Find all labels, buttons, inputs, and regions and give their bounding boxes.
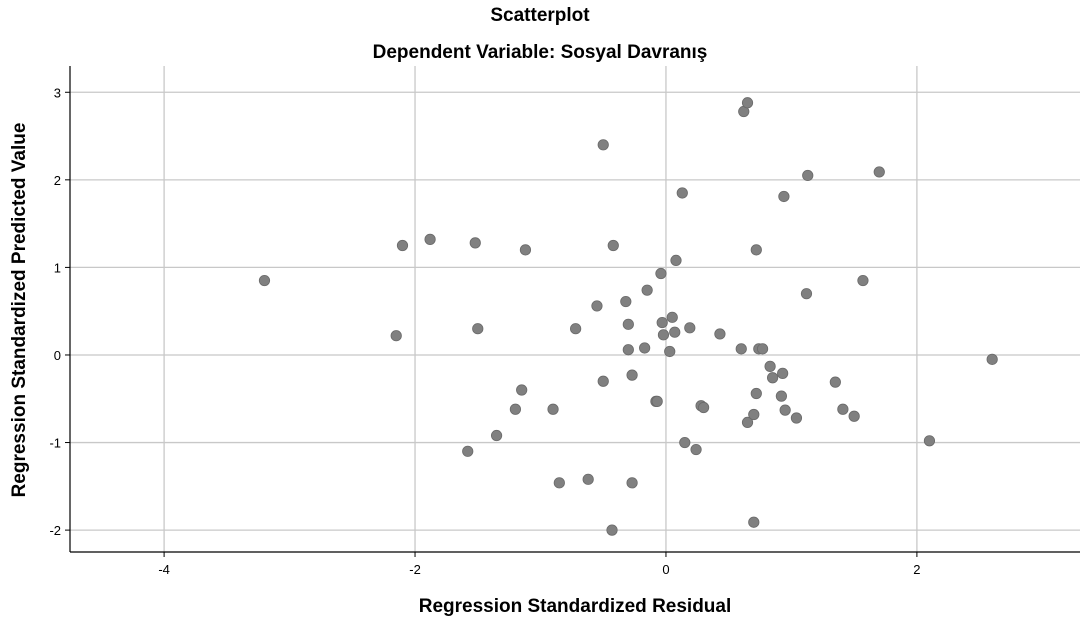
y-tick-label: 0 <box>54 348 61 363</box>
data-point <box>396 239 409 252</box>
y-tick-label: 2 <box>54 173 61 188</box>
data-point <box>509 403 522 415</box>
data-point <box>553 477 565 489</box>
data-point <box>767 372 779 384</box>
y-tick-label: 1 <box>54 260 61 275</box>
data-point <box>472 323 484 335</box>
grid-layer <box>70 66 1080 552</box>
y-axis-label: Regression Standardized Predicted Value <box>9 122 30 498</box>
data-point <box>756 343 769 355</box>
data-point <box>679 436 691 449</box>
data-point <box>714 328 726 340</box>
data-point <box>607 239 619 252</box>
data-point <box>626 369 638 381</box>
data-point <box>258 274 271 287</box>
data-point <box>657 329 670 341</box>
data-point <box>986 353 998 365</box>
data-point <box>802 169 814 182</box>
data-point <box>641 284 653 296</box>
data-point <box>424 233 436 245</box>
data-point <box>516 384 528 396</box>
data-point <box>639 342 651 354</box>
data-point <box>620 295 632 308</box>
data-point <box>626 477 638 489</box>
data-point <box>669 326 681 338</box>
x-tick-label: 0 <box>662 562 669 577</box>
data-point <box>622 344 634 356</box>
data-point <box>775 390 787 402</box>
data-point <box>741 97 754 109</box>
data-point <box>735 343 747 355</box>
y-tick-label: 3 <box>54 85 61 100</box>
chart-title: Scatterplot <box>490 5 590 26</box>
data-point <box>741 416 754 428</box>
data-point <box>750 244 762 256</box>
tick-labels: -4 -2 0 2 -2 -1 0 1 2 3 <box>49 85 920 577</box>
data-point <box>656 316 668 329</box>
data-point <box>676 187 688 199</box>
data-point <box>670 254 682 266</box>
x-axis-label: Regression Standardized Residual <box>418 596 732 617</box>
data-point <box>779 404 791 416</box>
data-point <box>622 318 634 330</box>
data-point <box>582 473 594 485</box>
data-point <box>390 330 402 342</box>
axis-layer <box>65 66 1080 557</box>
data-point <box>777 367 789 379</box>
data-point <box>748 516 760 528</box>
data-point <box>829 376 841 388</box>
data-point <box>923 435 936 447</box>
data-point <box>655 267 667 280</box>
data-point <box>778 190 790 203</box>
data-point <box>462 445 474 457</box>
data-point <box>698 401 710 414</box>
data-point <box>857 274 869 287</box>
data-point <box>591 300 603 312</box>
data-point <box>764 360 776 372</box>
data-point <box>651 395 663 407</box>
data-point <box>837 403 849 415</box>
y-tick-label: -2 <box>49 523 61 538</box>
data-point <box>690 443 702 456</box>
data-point <box>519 244 532 256</box>
data-point <box>570 323 582 335</box>
chart-subtitle: Dependent Variable: Sosyal Davranış <box>372 42 708 63</box>
data-points <box>258 97 998 536</box>
data-point <box>848 410 860 422</box>
y-tick-label: -1 <box>49 436 61 451</box>
data-point <box>684 322 696 334</box>
x-tick-label: -2 <box>409 562 421 577</box>
x-tick-label: -4 <box>158 562 170 577</box>
data-point <box>547 403 559 415</box>
data-point <box>597 375 609 387</box>
data-point <box>490 429 503 442</box>
data-point <box>664 345 676 358</box>
data-point <box>606 524 618 536</box>
data-point <box>748 408 760 421</box>
data-point <box>790 412 803 424</box>
data-point <box>800 288 813 300</box>
data-point <box>597 139 609 151</box>
data-point <box>873 166 885 178</box>
data-point <box>469 237 481 249</box>
x-tick-label: 2 <box>913 562 920 577</box>
data-point <box>750 387 762 400</box>
data-point <box>666 311 678 323</box>
